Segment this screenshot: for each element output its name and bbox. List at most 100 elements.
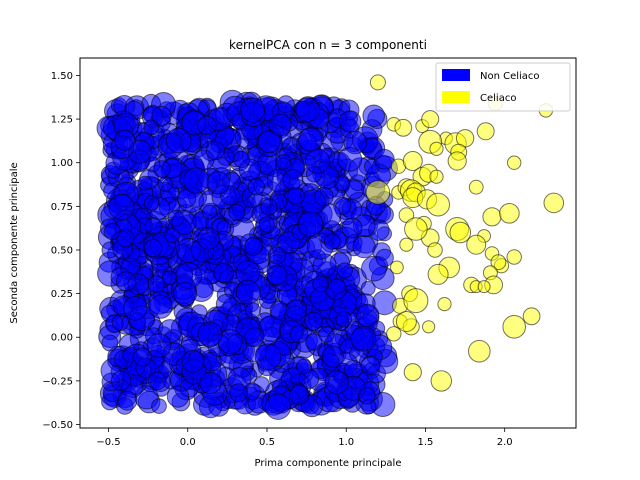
point-celiaco bbox=[429, 141, 444, 156]
point-non-celiaco bbox=[318, 326, 335, 343]
point-celiaco bbox=[482, 207, 502, 227]
point-celiaco bbox=[399, 237, 414, 252]
x-axis-label: Prima componente principale bbox=[255, 458, 402, 469]
x-tick-label: −0.5 bbox=[96, 437, 120, 448]
point-celiaco bbox=[477, 280, 491, 294]
point-celiaco bbox=[522, 307, 541, 326]
point-celiaco bbox=[394, 118, 413, 137]
point-non-celiaco bbox=[352, 235, 376, 259]
point-non-celiaco bbox=[254, 343, 282, 371]
point-celiaco bbox=[421, 110, 440, 129]
point-non-celiaco bbox=[324, 370, 349, 395]
point-non-celiaco bbox=[247, 178, 265, 196]
point-celiaco bbox=[390, 260, 404, 275]
point-non-celiaco bbox=[183, 167, 210, 194]
point-non-celiaco bbox=[282, 169, 304, 191]
point-non-celiaco bbox=[137, 175, 153, 191]
point-non-celiaco bbox=[108, 194, 135, 221]
x-tick-label: 1.5 bbox=[418, 437, 434, 448]
legend: Non Celiaco Celiaco bbox=[435, 62, 571, 112]
point-non-celiaco bbox=[197, 321, 223, 347]
y-tick-label: 0.75 bbox=[51, 202, 73, 213]
points-layer bbox=[96, 74, 565, 420]
x-tick-label: 0.0 bbox=[180, 437, 196, 448]
point-celiaco bbox=[427, 242, 443, 258]
point-non-celiaco bbox=[165, 127, 192, 154]
point-celiaco bbox=[543, 192, 565, 214]
point-celiaco bbox=[490, 254, 507, 271]
point-non-celiaco bbox=[257, 130, 281, 154]
point-non-celiaco bbox=[337, 146, 363, 172]
point-non-celiaco bbox=[373, 148, 395, 170]
point-non-celiaco bbox=[297, 210, 324, 237]
point-non-celiaco bbox=[233, 150, 251, 169]
point-celiaco bbox=[468, 179, 484, 195]
chart-title: kernelPCA con n = 3 componenti bbox=[229, 38, 427, 52]
point-non-celiaco bbox=[356, 303, 380, 327]
point-non-celiaco bbox=[244, 327, 265, 348]
point-non-celiaco bbox=[143, 195, 160, 211]
point-non-celiaco bbox=[114, 129, 136, 151]
point-celiaco bbox=[447, 151, 467, 171]
point-non-celiaco bbox=[295, 97, 321, 123]
point-celiaco bbox=[369, 74, 386, 91]
point-non-celiaco bbox=[264, 393, 292, 420]
point-non-celiaco bbox=[132, 347, 152, 367]
point-celiaco bbox=[422, 320, 436, 334]
point-non-celiaco bbox=[111, 313, 129, 331]
y-axis-ticks: −0.50 −0.25 0.00 0.25 0.50 0.75 1.00 1.25 1.50 bbox=[42, 71, 80, 431]
point-non-celiaco bbox=[362, 104, 386, 128]
y-tick-label: 0.25 bbox=[51, 289, 73, 300]
point-non-celiaco bbox=[240, 97, 266, 123]
point-non-celiaco bbox=[173, 282, 197, 306]
point-non-celiaco bbox=[321, 345, 344, 368]
point-non-celiaco bbox=[266, 264, 287, 286]
x-tick-label: 1.0 bbox=[338, 437, 354, 448]
point-non-celiaco bbox=[110, 370, 132, 392]
point-non-celiaco bbox=[143, 238, 163, 258]
point-non-celiaco bbox=[336, 262, 353, 279]
point-non-celiaco bbox=[343, 359, 363, 379]
point-celiaco bbox=[386, 326, 402, 342]
y-tick-label: 0.50 bbox=[51, 245, 73, 256]
point-non-celiaco bbox=[295, 358, 312, 375]
point-non-celiaco bbox=[350, 326, 377, 352]
point-non-celiaco bbox=[304, 148, 331, 174]
point-non-celiaco bbox=[164, 227, 180, 244]
point-celiaco bbox=[502, 315, 527, 339]
legend-swatch-celiaco bbox=[442, 91, 470, 103]
point-non-celiaco bbox=[144, 217, 163, 235]
point-non-celiaco bbox=[228, 203, 246, 221]
point-celiaco bbox=[429, 169, 444, 184]
point-non-celiaco bbox=[197, 115, 217, 136]
point-celiaco bbox=[402, 151, 423, 171]
point-celiaco bbox=[466, 234, 487, 255]
point-non-celiaco bbox=[153, 160, 171, 178]
point-celiaco bbox=[403, 363, 422, 382]
point-non-celiaco bbox=[143, 119, 160, 136]
x-axis-ticks: −0.5 0.0 0.5 1.0 1.5 2.0 bbox=[96, 428, 513, 448]
point-celiaco bbox=[403, 288, 429, 314]
point-celiaco bbox=[404, 217, 428, 241]
point-non-celiaco bbox=[205, 140, 225, 161]
point-non-celiaco bbox=[235, 279, 261, 305]
point-celiaco bbox=[395, 311, 417, 332]
x-tick-label: 2.0 bbox=[497, 437, 513, 448]
point-non-celiaco bbox=[181, 349, 205, 373]
plot-frame bbox=[79, 57, 577, 429]
point-non-celiaco bbox=[358, 387, 376, 405]
point-non-celiaco bbox=[123, 296, 148, 321]
point-non-celiaco bbox=[244, 237, 263, 256]
x-tick-label: 0.5 bbox=[259, 437, 275, 448]
point-non-celiaco bbox=[323, 233, 341, 250]
y-axis-label: Seconda componente principale bbox=[9, 162, 20, 323]
point-non-celiaco bbox=[335, 310, 353, 328]
point-non-celiaco bbox=[148, 294, 173, 319]
point-celiaco bbox=[427, 263, 449, 285]
point-celiaco bbox=[365, 180, 391, 205]
point-non-celiaco bbox=[103, 222, 121, 241]
point-non-celiaco bbox=[314, 186, 334, 207]
legend-swatch-non-celiaco bbox=[442, 69, 470, 81]
point-non-celiaco bbox=[166, 385, 190, 408]
point-celiaco bbox=[476, 122, 495, 141]
